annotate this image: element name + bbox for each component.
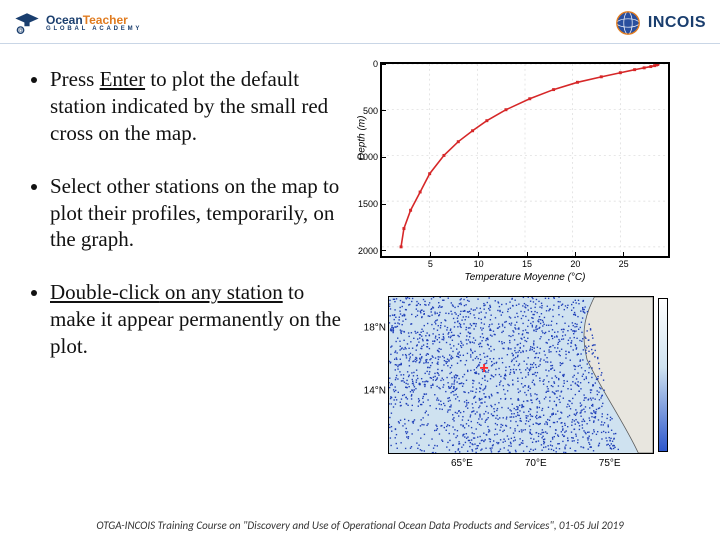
- map-plot-area: +: [388, 296, 654, 454]
- text-column: Press Enter to plot the default station …: [0, 56, 360, 508]
- header: @ OceanTeacher GLOBAL ACADEMY INCOIS: [0, 0, 720, 44]
- profile-chart: 0500100015002000510152025Depth (m)Temper…: [380, 62, 670, 258]
- logo-left-sub: GLOBAL ACADEMY: [46, 26, 142, 32]
- logo-left-text: OceanTeacher GLOBAL ACADEMY: [46, 14, 142, 32]
- bullet-item: Double-click on any station to make it a…: [50, 279, 352, 360]
- logo-left-word1: Ocean: [46, 13, 83, 27]
- globe-icon: [614, 9, 642, 37]
- logo-right-label: INCOIS: [648, 14, 706, 32]
- colorbar: [658, 298, 668, 452]
- logo-oceanteacher: @ OceanTeacher GLOBAL ACADEMY: [14, 12, 142, 34]
- bullet-item: Select other stations on the map to plot…: [50, 173, 352, 254]
- figure-column: 0500100015002000510152025Depth (m)Temper…: [360, 56, 720, 508]
- bullet-item: Press Enter to plot the default station …: [50, 66, 352, 147]
- map-svg: [389, 297, 653, 453]
- bullet-list: Press Enter to plot the default station …: [30, 66, 352, 360]
- footer-text: OTGA-INCOIS Training Course on "Discover…: [0, 519, 720, 532]
- chart-svg: [382, 64, 668, 256]
- content: Press Enter to plot the default station …: [0, 56, 720, 508]
- slide: @ OceanTeacher GLOBAL ACADEMY INCOIS Pre…: [0, 0, 720, 540]
- svg-text:@: @: [18, 28, 23, 34]
- logo-incois: INCOIS: [614, 9, 706, 37]
- station-map: + 18°N14°N65°E70°E75°E: [362, 288, 682, 488]
- gradcap-icon: @: [14, 12, 40, 34]
- logo-left-word2: Teacher: [83, 13, 128, 27]
- selected-station-cross-icon: +: [479, 360, 488, 378]
